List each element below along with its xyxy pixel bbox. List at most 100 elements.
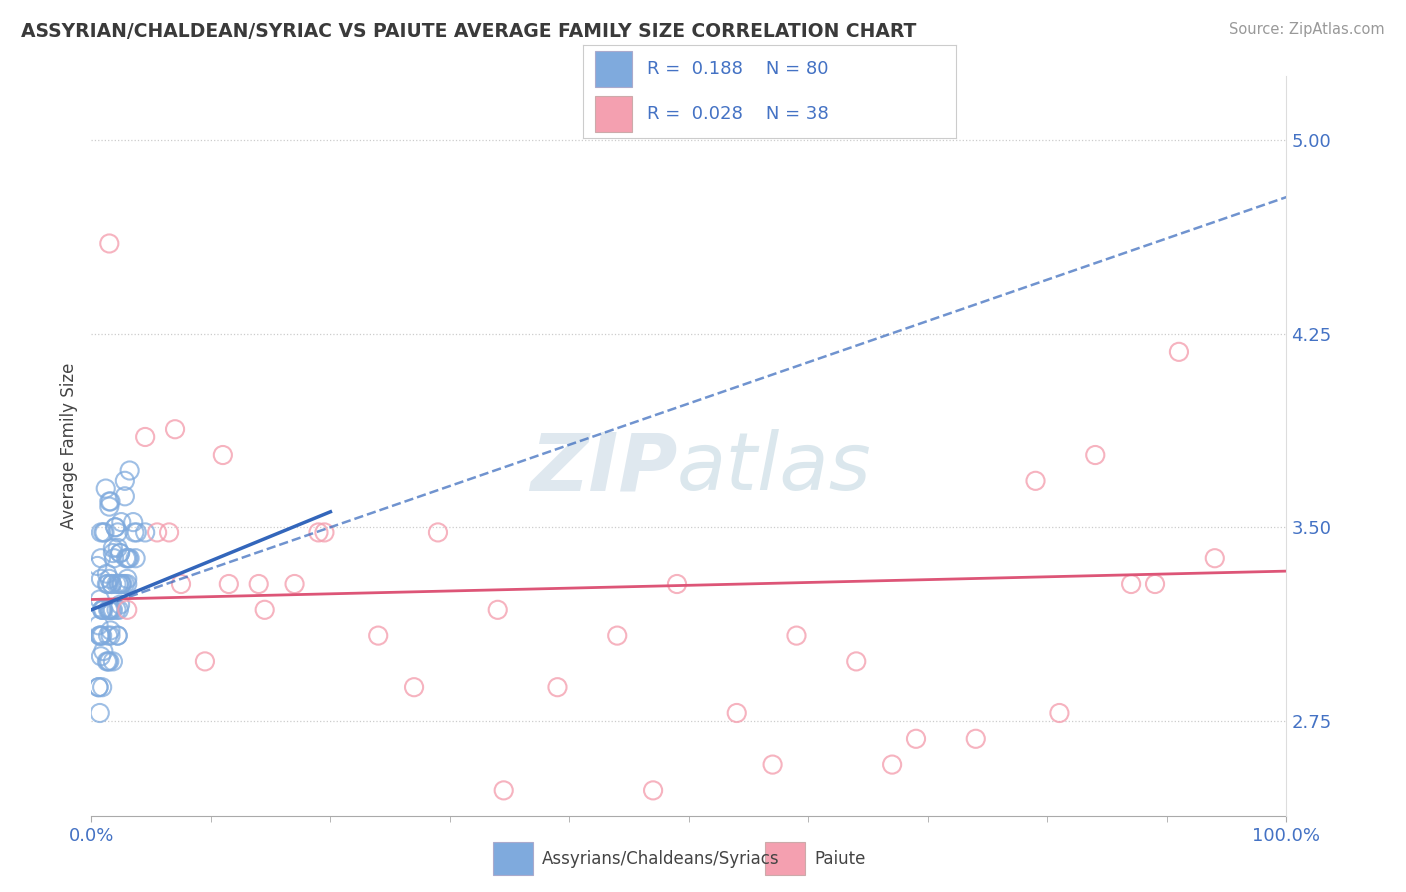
Point — [90, 572, 112, 586]
Point — [402, 680, 425, 694]
Point — [170, 577, 193, 591]
Point — [905, 731, 928, 746]
Point — [211, 448, 233, 462]
Point — [103, 551, 125, 566]
Point — [105, 577, 128, 591]
Point — [98, 572, 121, 586]
Bar — [595, 51, 631, 87]
Point — [965, 731, 987, 746]
Point — [107, 629, 129, 643]
Point — [134, 525, 156, 540]
Point — [134, 430, 156, 444]
Point — [101, 546, 124, 560]
Point — [157, 525, 180, 540]
Point — [89, 629, 111, 643]
Point — [1167, 344, 1189, 359]
Point — [108, 546, 131, 560]
Point — [100, 603, 122, 617]
Point — [101, 654, 124, 668]
Point — [104, 520, 127, 534]
Point — [100, 494, 122, 508]
Point — [108, 598, 131, 612]
Point — [100, 629, 122, 643]
Point — [114, 474, 136, 488]
Y-axis label: Average Family Size: Average Family Size — [59, 363, 77, 529]
Point — [606, 629, 628, 643]
Point — [111, 577, 134, 591]
Point — [98, 494, 121, 508]
Point — [91, 603, 114, 617]
Point — [1144, 577, 1167, 591]
Text: Source: ZipAtlas.com: Source: ZipAtlas.com — [1229, 22, 1385, 37]
Point — [146, 525, 169, 540]
Point — [93, 603, 114, 617]
Point — [107, 541, 129, 555]
Point — [91, 680, 114, 694]
Point — [90, 525, 112, 540]
Point — [108, 577, 131, 591]
Point — [367, 629, 389, 643]
Point — [98, 500, 121, 514]
Point — [115, 551, 138, 566]
Point — [98, 654, 121, 668]
Point — [110, 577, 132, 591]
Point — [93, 525, 115, 540]
Point — [118, 463, 141, 477]
Point — [1049, 706, 1071, 720]
Point — [125, 525, 148, 540]
Point — [283, 577, 307, 591]
Point — [122, 515, 145, 529]
Point — [97, 577, 120, 591]
Point — [115, 572, 138, 586]
Point — [1204, 551, 1226, 566]
Point — [163, 422, 186, 436]
Point — [100, 577, 122, 591]
Point — [1119, 577, 1142, 591]
Point — [107, 525, 129, 540]
Point — [105, 603, 128, 617]
Point — [101, 541, 124, 555]
Point — [725, 706, 748, 720]
Point — [96, 566, 118, 581]
Point — [114, 489, 136, 503]
Point — [87, 680, 110, 694]
Point — [104, 520, 127, 534]
Point — [641, 783, 664, 797]
Point — [666, 577, 689, 591]
Point — [100, 577, 122, 591]
Text: Assyrians/Chaldeans/Syriacs: Assyrians/Chaldeans/Syriacs — [543, 849, 780, 868]
Point — [118, 551, 141, 566]
Point — [101, 603, 124, 617]
Text: Paiute: Paiute — [814, 849, 866, 868]
Point — [100, 603, 122, 617]
Point — [247, 577, 270, 591]
Point — [880, 757, 903, 772]
Point — [124, 551, 146, 566]
Point — [492, 783, 515, 797]
Point — [93, 525, 114, 540]
Bar — [492, 842, 533, 874]
Point — [98, 236, 121, 251]
Point — [96, 654, 118, 668]
Point — [90, 629, 112, 643]
Point — [89, 629, 111, 643]
Point — [108, 577, 131, 591]
Point — [307, 525, 329, 540]
Point — [94, 482, 117, 496]
Point — [97, 629, 120, 643]
Bar — [595, 96, 631, 132]
Point — [108, 546, 131, 560]
Point — [100, 624, 122, 638]
Text: atlas: atlas — [678, 429, 872, 508]
Text: ASSYRIAN/CHALDEAN/SYRIAC VS PAIUTE AVERAGE FAMILY SIZE CORRELATION CHART: ASSYRIAN/CHALDEAN/SYRIAC VS PAIUTE AVERA… — [21, 22, 917, 41]
Point — [115, 603, 138, 617]
Point — [1024, 474, 1046, 488]
Point — [426, 525, 449, 540]
Point — [98, 603, 121, 617]
Point — [115, 577, 138, 591]
Point — [93, 644, 114, 658]
Point — [124, 525, 146, 540]
Bar — [765, 842, 806, 874]
Point — [486, 603, 509, 617]
Point — [115, 551, 138, 566]
